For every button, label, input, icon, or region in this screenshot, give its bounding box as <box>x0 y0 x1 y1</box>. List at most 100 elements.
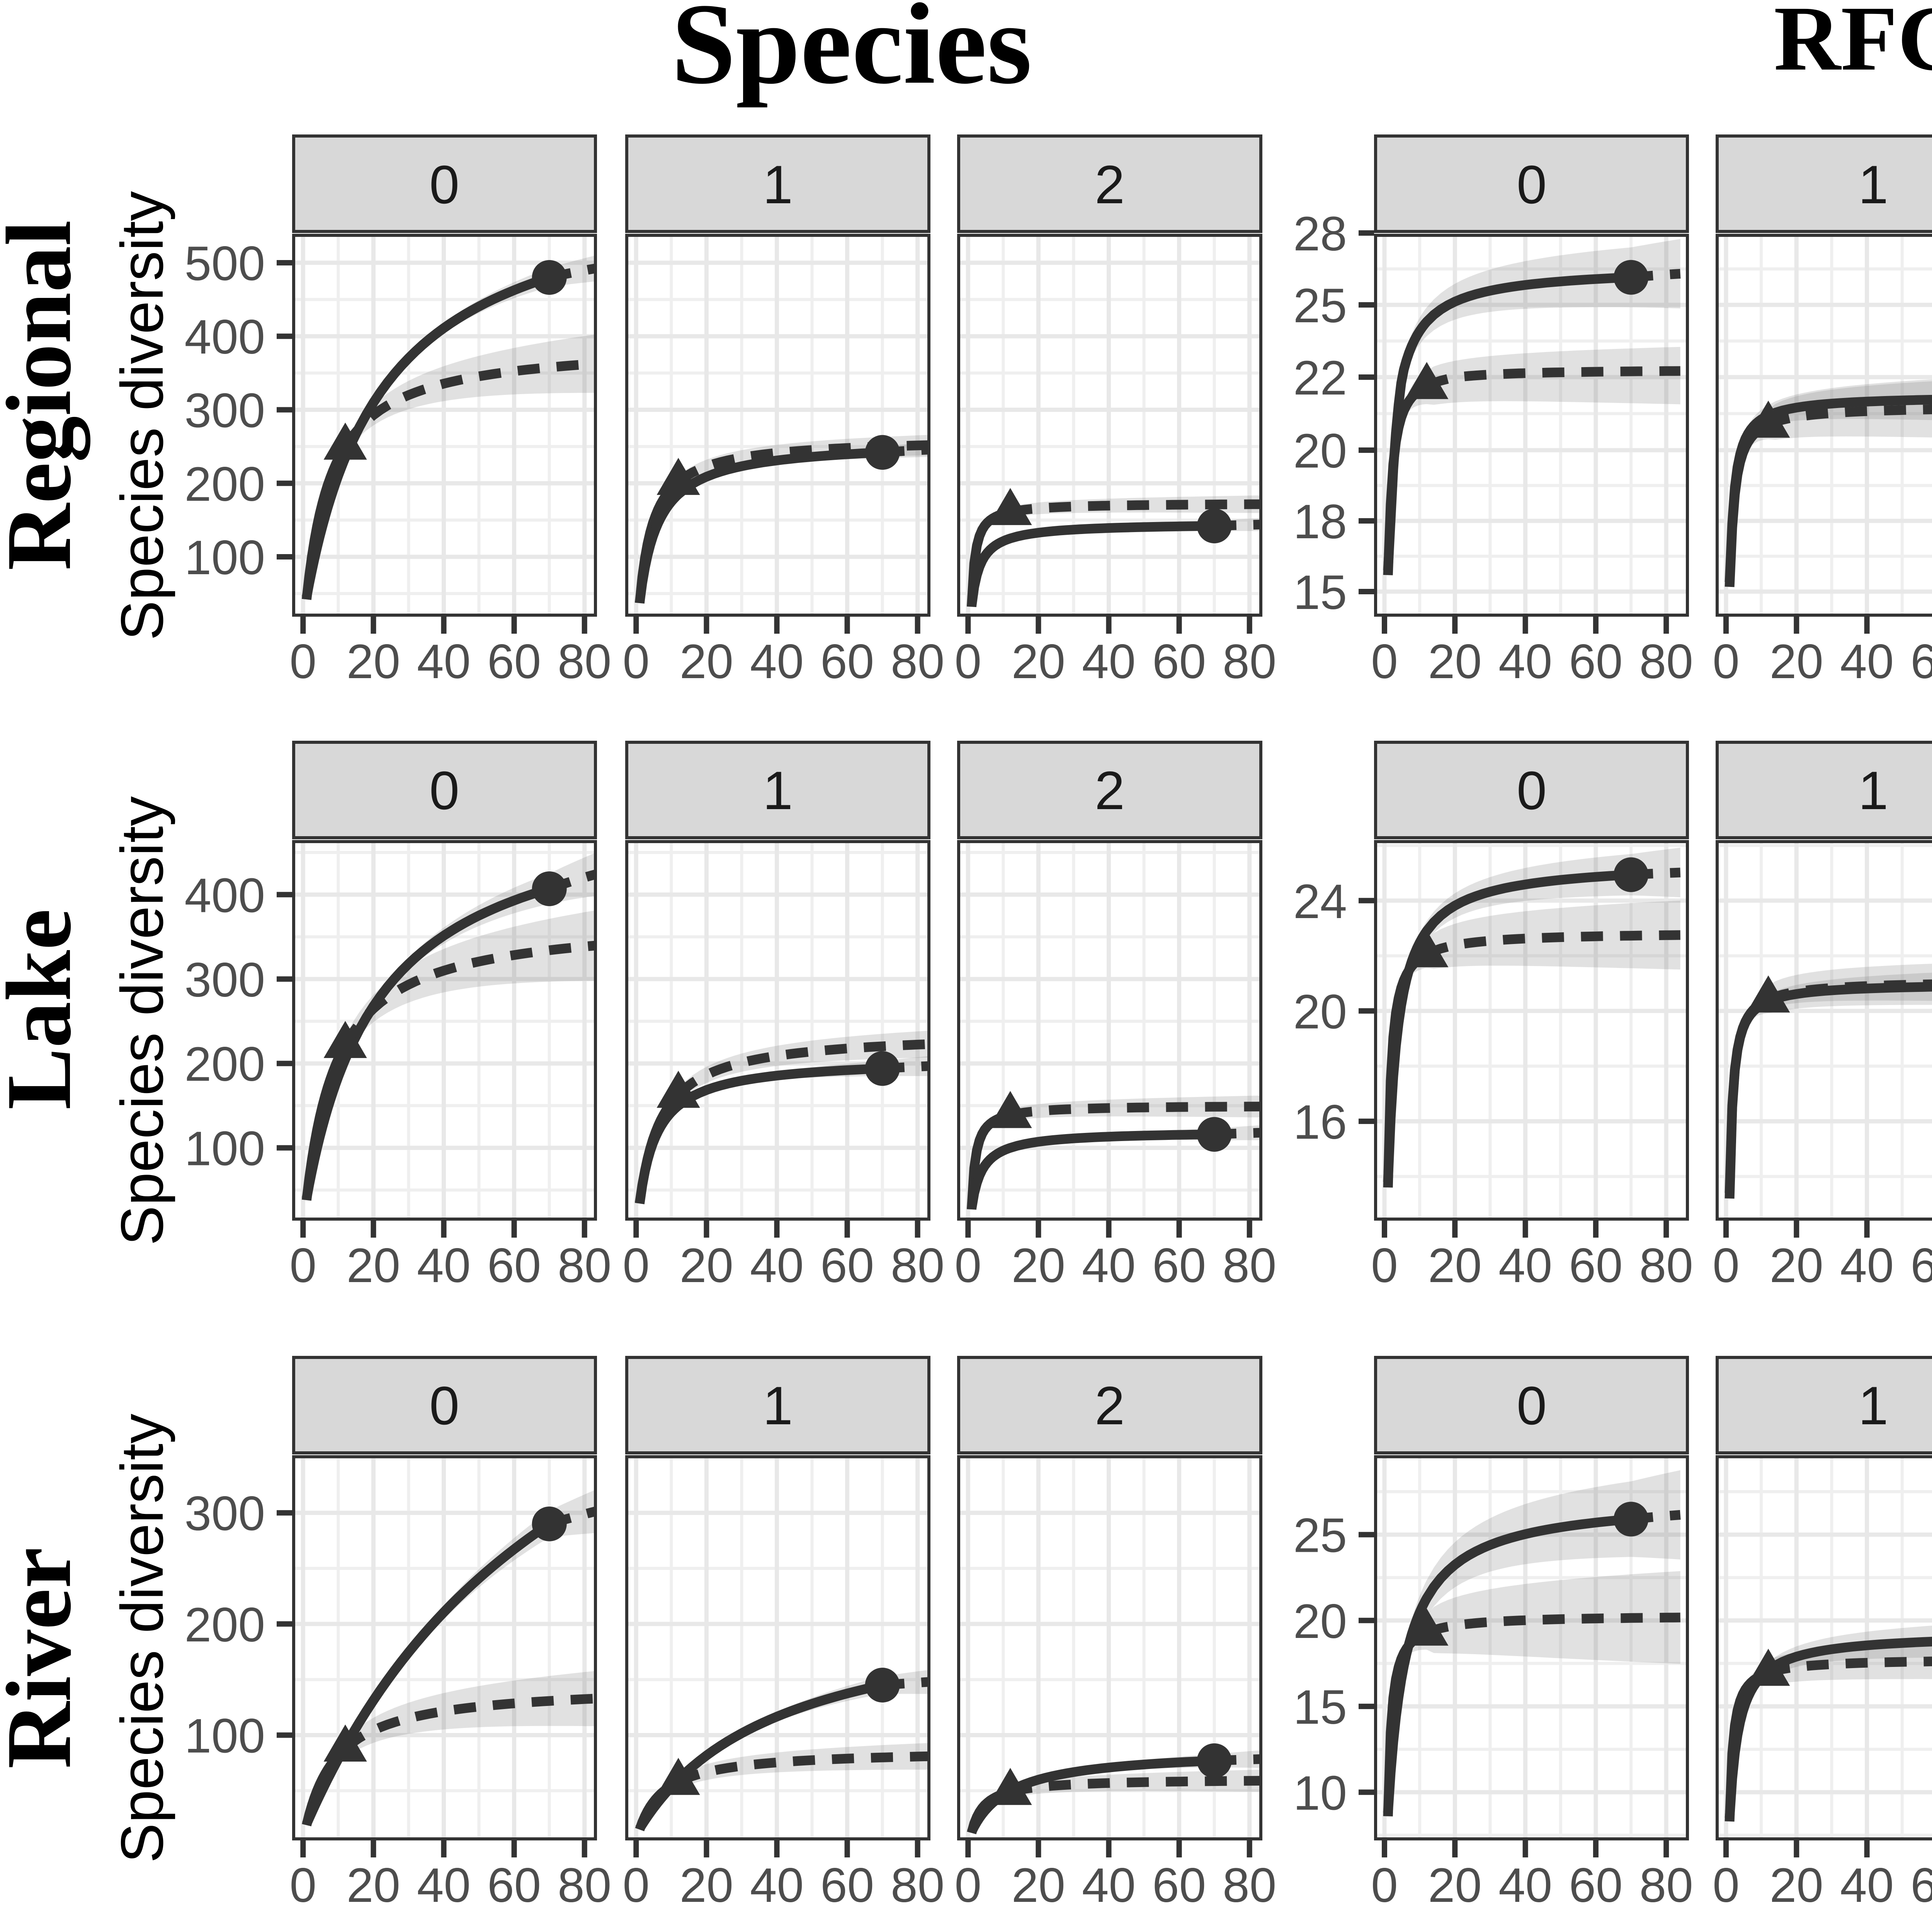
svg-text:20: 20 <box>1293 424 1347 478</box>
svg-text:22: 22 <box>1293 351 1347 405</box>
svg-text:40: 40 <box>417 1239 471 1293</box>
svg-text:400: 400 <box>184 310 265 364</box>
svg-text:0: 0 <box>623 1859 650 1912</box>
svg-text:0: 0 <box>429 760 459 821</box>
svg-text:0: 0 <box>429 1375 459 1436</box>
svg-text:200: 200 <box>184 1598 265 1652</box>
svg-text:40: 40 <box>750 1239 804 1293</box>
svg-text:20: 20 <box>1012 1239 1065 1293</box>
svg-text:20: 20 <box>1012 1859 1065 1912</box>
svg-text:0: 0 <box>1517 1375 1547 1436</box>
svg-text:Lake: Lake <box>0 909 90 1110</box>
svg-text:40: 40 <box>1498 1239 1552 1293</box>
svg-text:60: 60 <box>487 1859 541 1912</box>
svg-text:60: 60 <box>487 635 541 689</box>
svg-text:40: 40 <box>1498 635 1552 689</box>
svg-text:Species diversity: Species diversity <box>109 796 175 1245</box>
svg-text:80: 80 <box>558 1859 611 1912</box>
svg-text:40: 40 <box>1840 1859 1894 1912</box>
svg-text:28: 28 <box>1293 207 1347 261</box>
svg-text:1: 1 <box>763 760 793 821</box>
svg-text:20: 20 <box>680 1239 733 1293</box>
svg-text:200: 200 <box>184 457 265 511</box>
svg-text:2: 2 <box>1095 154 1125 215</box>
svg-text:80: 80 <box>1223 1859 1276 1912</box>
svg-text:40: 40 <box>750 1859 804 1912</box>
svg-text:0: 0 <box>429 154 459 215</box>
svg-text:500: 500 <box>184 237 265 291</box>
svg-text:0: 0 <box>955 1239 982 1293</box>
svg-text:60: 60 <box>1569 1239 1622 1293</box>
svg-text:40: 40 <box>1082 1239 1136 1293</box>
svg-text:60: 60 <box>1910 635 1932 689</box>
svg-text:0: 0 <box>1713 1239 1740 1293</box>
svg-text:15: 15 <box>1293 1680 1347 1734</box>
svg-text:Species diversity: Species diversity <box>109 191 175 640</box>
svg-text:16: 16 <box>1293 1095 1347 1149</box>
svg-text:80: 80 <box>891 1239 944 1293</box>
svg-text:300: 300 <box>184 953 265 1007</box>
svg-text:0: 0 <box>1371 1239 1398 1293</box>
svg-text:0: 0 <box>1371 635 1398 689</box>
svg-text:2: 2 <box>1095 1375 1125 1436</box>
svg-text:0: 0 <box>1517 154 1547 215</box>
svg-text:80: 80 <box>1639 1859 1693 1912</box>
svg-text:80: 80 <box>1639 635 1693 689</box>
svg-text:60: 60 <box>1152 1859 1206 1912</box>
svg-text:1: 1 <box>763 154 793 215</box>
svg-text:Species: Species <box>671 0 1032 108</box>
svg-text:20: 20 <box>1770 635 1823 689</box>
svg-text:1: 1 <box>1858 1375 1888 1436</box>
svg-text:300: 300 <box>184 384 265 438</box>
svg-text:0: 0 <box>623 635 650 689</box>
svg-text:1: 1 <box>1858 760 1888 821</box>
svg-text:20: 20 <box>1293 985 1347 1039</box>
svg-text:15: 15 <box>1293 566 1347 619</box>
svg-text:40: 40 <box>1498 1859 1552 1912</box>
svg-text:40: 40 <box>1840 1239 1894 1293</box>
svg-text:60: 60 <box>820 1859 874 1912</box>
svg-text:100: 100 <box>184 1122 265 1176</box>
svg-text:20: 20 <box>1428 635 1482 689</box>
svg-text:20: 20 <box>1428 1859 1482 1912</box>
svg-text:60: 60 <box>1569 1859 1622 1912</box>
svg-text:0: 0 <box>1713 1859 1740 1912</box>
svg-text:100: 100 <box>184 1709 265 1763</box>
svg-text:River: River <box>0 1547 90 1769</box>
svg-text:20: 20 <box>347 1859 400 1912</box>
svg-text:80: 80 <box>558 635 611 689</box>
svg-text:18: 18 <box>1293 495 1347 549</box>
svg-text:60: 60 <box>1569 635 1622 689</box>
svg-text:1: 1 <box>763 1375 793 1436</box>
svg-text:Number of sampling units: Number of sampling units <box>1548 1924 1932 1932</box>
svg-text:0: 0 <box>290 1239 317 1293</box>
svg-text:20: 20 <box>347 1239 400 1293</box>
svg-text:80: 80 <box>1639 1239 1693 1293</box>
svg-text:20: 20 <box>1770 1859 1823 1912</box>
svg-text:60: 60 <box>820 1239 874 1293</box>
svg-text:0: 0 <box>1371 1859 1398 1912</box>
svg-text:60: 60 <box>820 635 874 689</box>
svg-text:40: 40 <box>417 1859 471 1912</box>
svg-text:20: 20 <box>1770 1239 1823 1293</box>
svg-text:Regional: Regional <box>0 220 90 571</box>
svg-text:10: 10 <box>1293 1766 1347 1820</box>
svg-text:80: 80 <box>1223 1239 1276 1293</box>
svg-text:60: 60 <box>1152 635 1206 689</box>
svg-text:0: 0 <box>1713 635 1740 689</box>
svg-text:40: 40 <box>750 635 804 689</box>
svg-text:0: 0 <box>1517 760 1547 821</box>
svg-text:60: 60 <box>1910 1239 1932 1293</box>
svg-text:40: 40 <box>1840 635 1894 689</box>
svg-text:2: 2 <box>1095 760 1125 821</box>
svg-text:60: 60 <box>487 1239 541 1293</box>
svg-text:0: 0 <box>623 1239 650 1293</box>
svg-text:80: 80 <box>891 1859 944 1912</box>
svg-text:25: 25 <box>1293 1509 1347 1563</box>
svg-text:RFG: RFG <box>1774 0 1932 90</box>
svg-text:20: 20 <box>680 1859 733 1912</box>
svg-text:400: 400 <box>184 869 265 922</box>
svg-text:0: 0 <box>290 635 317 689</box>
svg-text:80: 80 <box>891 635 944 689</box>
svg-text:24: 24 <box>1293 875 1347 929</box>
